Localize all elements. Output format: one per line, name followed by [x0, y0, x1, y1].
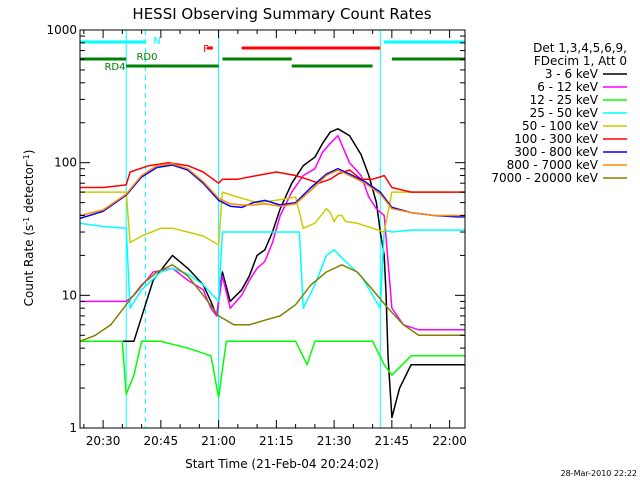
x-tick-label-5: 21:45 — [375, 434, 410, 448]
legend-header-1: FDecim 1, Att 0 — [534, 54, 627, 68]
legend-label-8: 7000 - 20000 keV — [491, 171, 598, 185]
y-tick-label-1: 10 — [62, 288, 77, 302]
plot-frame — [79, 29, 466, 429]
x-tick-label-0: 20:30 — [86, 434, 121, 448]
series-line-7 — [79, 163, 465, 217]
legend-header-0: Det 1,3,4,5,6,9, — [533, 41, 627, 55]
x-tick-label-2: 21:00 — [201, 434, 236, 448]
series-line-2 — [80, 340, 465, 399]
series-line-4 — [80, 191, 465, 246]
legend-label-4: 50 - 100 keV — [522, 119, 599, 133]
y-axis-label: Count Rate (s-1 detector-1) — [22, 150, 36, 307]
x-tick-label-6: 22:00 — [432, 434, 467, 448]
legend-label-2: 12 - 25 keV — [530, 93, 599, 107]
y-tick-label-0: 1 — [69, 421, 77, 435]
series-line-6 — [79, 164, 465, 220]
x-axis-label: Start Time (21-Feb-04 20:24:02) — [185, 457, 379, 471]
footer-timestamp: 28-Mar-2010 22:22 — [561, 469, 638, 478]
series-line-5 — [80, 161, 465, 193]
legend-label-3: 25 - 50 keV — [530, 106, 599, 120]
y-tick-label-3: 1000 — [46, 23, 77, 37]
y-tick-label-2: 100 — [54, 156, 77, 170]
bar-label-rd4: RD4 — [104, 62, 125, 73]
legend-label-0: 3 - 6 keV — [545, 67, 599, 81]
legend-label-7: 800 - 7000 keV — [507, 158, 599, 172]
legend-label-5: 100 - 300 keV — [514, 132, 598, 146]
axes: 20:30 20:45 21:00 21:15 21:30 21:45 22:00 1 10 10… — [46, 23, 466, 448]
series-line-3 — [79, 222, 465, 309]
bar-label-n: N — [153, 36, 160, 47]
x-tick-label-1: 20:45 — [144, 434, 179, 448]
chart-title: HESSI Observing Summary Count Rates — [132, 5, 431, 23]
bar-label-f: F — [203, 44, 209, 55]
legend-label-6: 300 - 800 keV — [514, 145, 598, 159]
series-line-8 — [79, 264, 465, 342]
series-line-0 — [80, 128, 465, 419]
plot-area: N F RD0 RD4 — [79, 30, 466, 428]
series-line-1 — [80, 134, 465, 331]
bar-label-rd0: RD0 — [136, 52, 157, 63]
x-tick-label-4: 21:30 — [317, 434, 352, 448]
legend: Det 1,3,4,5,6,9,FDecim 1, Att 03 - 6 keV… — [491, 41, 627, 185]
x-tick-label-3: 21:15 — [259, 434, 294, 448]
legend-label-1: 6 - 12 keV — [537, 80, 599, 94]
